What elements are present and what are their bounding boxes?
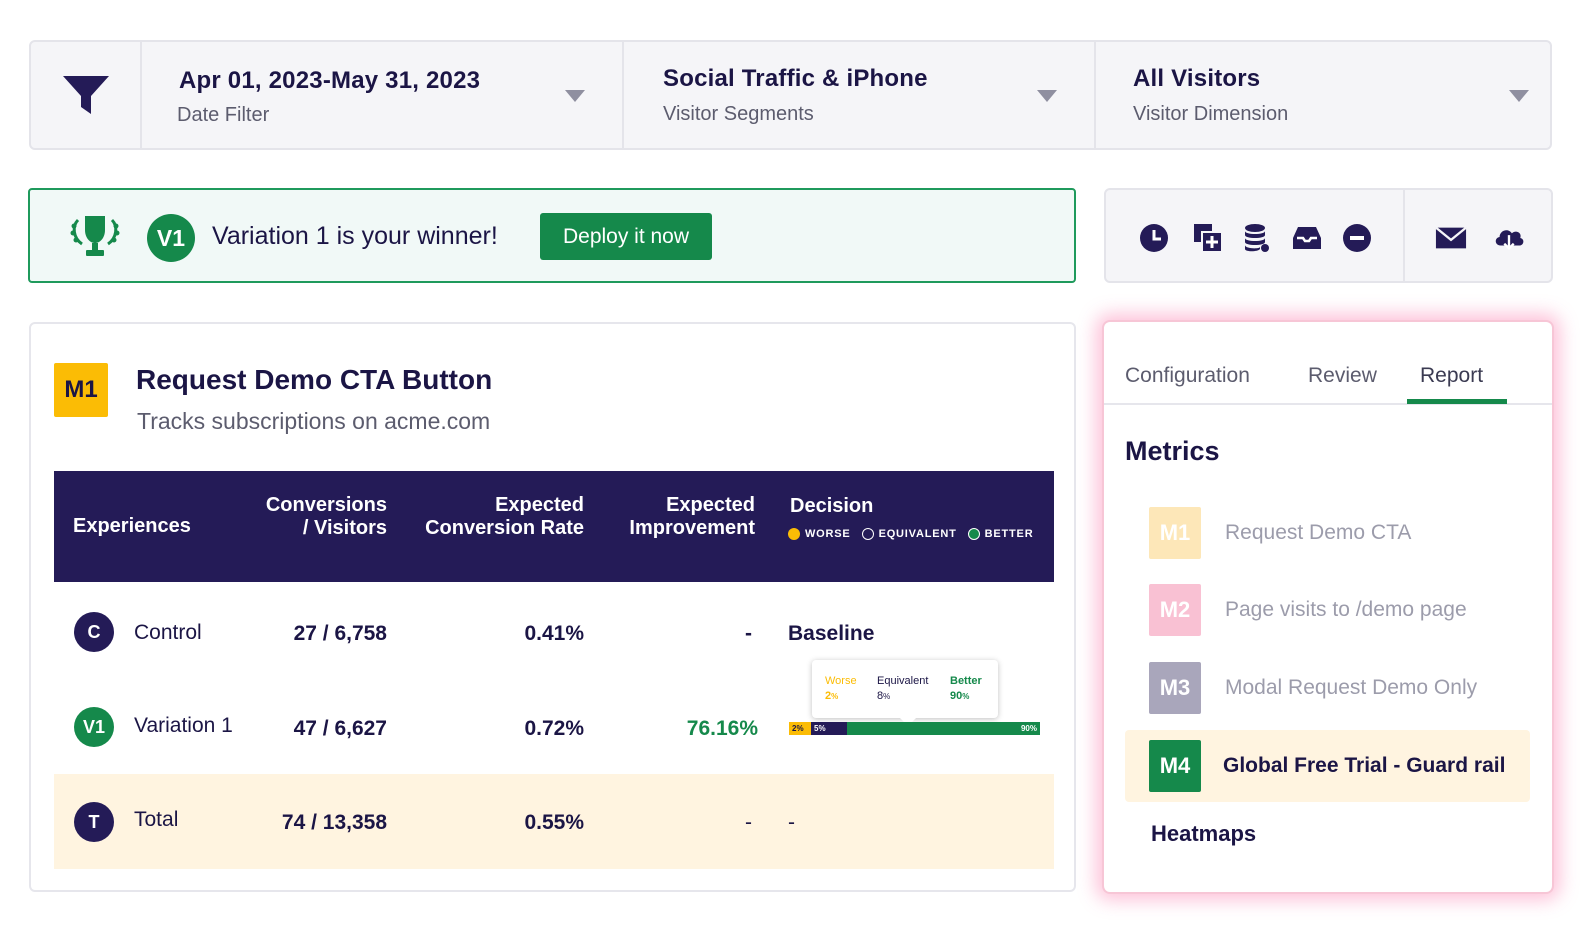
table-row[interactable]: C Control 27 / 6,758 0.41% - Baseline xyxy=(54,584,1054,679)
experience-name: Variation 1 xyxy=(134,714,233,737)
improvement-cell: - xyxy=(745,622,752,645)
conversions-cell: 74 / 13,358 xyxy=(281,811,387,834)
header-conversion-rate: Expected Conversion Rate xyxy=(425,494,584,539)
filter-funnel-icon[interactable] xyxy=(31,42,142,148)
action-toolbar xyxy=(1104,188,1553,283)
winner-banner: V1 Variation 1 is your winner! Deploy it… xyxy=(28,188,1076,283)
control-badge: C xyxy=(74,612,114,652)
mail-icon[interactable] xyxy=(1435,222,1467,254)
minus-circle-icon[interactable] xyxy=(1341,222,1373,254)
table-row[interactable]: T Total 74 / 13,358 0.55% - - xyxy=(54,774,1054,869)
visitor-dimension-dropdown[interactable]: All Visitors Visitor Dimension xyxy=(1096,42,1550,148)
metric-badge: M1 xyxy=(54,363,108,417)
metric-label: Modal Request Demo Only xyxy=(1225,676,1478,699)
equivalent-dot-icon xyxy=(861,528,874,540)
cloud-download-icon[interactable] xyxy=(1493,222,1525,254)
metric-subtitle: Tracks subscriptions on acme.com xyxy=(137,408,491,434)
visitor-segments-dropdown[interactable]: Social Traffic & iPhone Visitor Segments xyxy=(624,42,1096,148)
decision-cell: - xyxy=(788,811,795,834)
tab-bar: Configuration Review Report xyxy=(1104,322,1552,405)
improvement-cell: - xyxy=(745,811,752,834)
metric-badge: M3 xyxy=(1149,662,1201,714)
conversions-cell: 47 / 6,627 xyxy=(293,717,387,740)
tab-review[interactable]: Review xyxy=(1308,364,1377,387)
improvement-cell: 76.16% xyxy=(686,717,758,740)
segments-value: Social Traffic & iPhone xyxy=(663,65,928,92)
rate-cell: 0.72% xyxy=(524,717,584,740)
header-decision: Decision xyxy=(790,495,874,517)
active-tab-indicator xyxy=(1407,399,1507,404)
metric-label: Page visits to /demo page xyxy=(1225,598,1467,621)
deploy-button[interactable]: Deploy it now xyxy=(540,213,712,260)
bar-segment-worse: 2% xyxy=(789,722,811,735)
duplicate-icon[interactable] xyxy=(1192,222,1224,254)
metric-badge: M4 xyxy=(1149,740,1201,792)
segments-label: Visitor Segments xyxy=(663,103,814,125)
metric-item-active[interactable]: M4 Global Free Trial - Guard rail xyxy=(1125,730,1530,802)
decision-legend: WORSE EQUIVALENT BETTER xyxy=(788,528,1044,540)
chevron-down-icon xyxy=(1509,90,1529,102)
conversions-cell: 27 / 6,758 xyxy=(293,622,387,645)
rate-cell: 0.55% xyxy=(524,811,584,834)
header-experiences: Experiences xyxy=(73,515,191,537)
date-filter-label: Date Filter xyxy=(177,104,270,126)
tooltip-worse: Worse 2% xyxy=(825,675,857,702)
bar-segment-equivalent: 5% xyxy=(811,722,847,735)
legend-equivalent: EQUIVALENT xyxy=(878,528,957,540)
metric-title: Request Demo CTA Button xyxy=(136,364,493,395)
tab-configuration[interactable]: Configuration xyxy=(1125,364,1250,387)
date-filter-value: Apr 01, 2023-May 31, 2023 xyxy=(179,67,481,94)
rate-cell: 0.41% xyxy=(524,622,584,645)
metrics-heading: Metrics xyxy=(1125,436,1220,466)
variation-badge: V1 xyxy=(74,707,114,747)
dimension-value: All Visitors xyxy=(1133,65,1261,92)
table-header: Experiences Conversions / Visitors Expec… xyxy=(54,471,1054,582)
metric-label: Global Free Trial - Guard rail xyxy=(1223,754,1506,777)
clock-icon[interactable] xyxy=(1138,222,1170,254)
decision-tooltip: Worse 2% Equivalent 8% Better 90% xyxy=(812,660,998,726)
filter-bar: Apr 01, 2023-May 31, 2023 Date Filter So… xyxy=(29,40,1552,150)
metric-item[interactable]: M2 Page visits to /demo page xyxy=(1125,574,1530,646)
metric-badge: M2 xyxy=(1149,584,1201,636)
metric-badge: M1 xyxy=(1149,507,1201,559)
worse-dot-icon xyxy=(788,528,800,540)
metric-item[interactable]: M1 Request Demo CTA xyxy=(1125,497,1530,569)
inbox-icon[interactable] xyxy=(1291,222,1323,254)
tab-report[interactable]: Report xyxy=(1420,364,1484,387)
trophy-icon xyxy=(68,212,122,267)
experience-name: Total xyxy=(134,808,179,831)
total-badge: T xyxy=(74,802,114,842)
decision-probability-bar[interactable]: 2% 5% 90% xyxy=(789,722,1040,735)
dimension-label: Visitor Dimension xyxy=(1133,103,1289,125)
decision-cell: Baseline xyxy=(788,622,875,645)
date-filter-dropdown[interactable]: Apr 01, 2023-May 31, 2023 Date Filter xyxy=(142,42,624,148)
chevron-down-icon xyxy=(1037,90,1057,102)
header-improvement: Expected Improvement xyxy=(629,494,755,539)
tooltip-better: Better 90% xyxy=(950,675,982,702)
winner-message: Variation 1 is your winner! xyxy=(212,222,498,250)
table-row[interactable]: V1 Variation 1 47 / 6,627 0.72% 76.16% xyxy=(54,679,1054,774)
chevron-down-icon xyxy=(565,90,585,102)
database-icon[interactable] xyxy=(1241,222,1273,254)
metric-label: Request Demo CTA xyxy=(1225,521,1412,544)
winner-variation-badge: V1 xyxy=(147,214,195,262)
metric-report-card: M1 Request Demo CTA Button Tracks subscr… xyxy=(29,322,1076,892)
legend-worse: WORSE xyxy=(805,528,851,540)
header-conversions: Conversions / Visitors xyxy=(265,494,387,539)
legend-better: BETTER xyxy=(984,528,1034,540)
heatmaps-link[interactable]: Heatmaps xyxy=(1151,821,1257,846)
bar-segment-better: 90% xyxy=(847,722,1040,735)
tooltip-equivalent: Equivalent 8% xyxy=(877,675,929,702)
toolbar-divider xyxy=(1403,190,1405,281)
side-panel: Configuration Review Report Metrics M1 R… xyxy=(1104,322,1552,892)
metric-item[interactable]: M3 Modal Request Demo Only xyxy=(1125,652,1530,724)
experience-name: Control xyxy=(134,621,202,644)
better-dot-icon xyxy=(967,528,980,540)
